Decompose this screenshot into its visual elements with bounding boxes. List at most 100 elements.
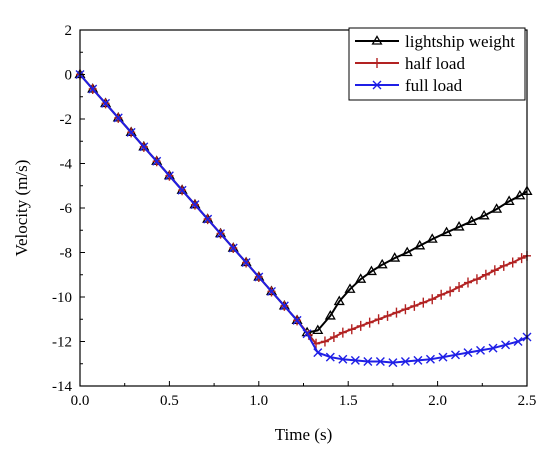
data-point (177, 185, 187, 195)
data-point (333, 295, 345, 306)
data-point (376, 258, 388, 269)
data-point (355, 273, 367, 283)
data-point (450, 350, 460, 360)
x-tick-label: 2.0 (428, 393, 447, 409)
y-axis-label: Velocity (m/s) (12, 160, 31, 257)
data-point (501, 340, 511, 350)
data-point (374, 314, 383, 325)
series-line (79, 73, 528, 345)
data-point (419, 297, 428, 308)
data-point (472, 274, 481, 285)
data-point (428, 294, 437, 305)
x-tick-label: 0.5 (160, 393, 179, 409)
y-tick-label: 0 (65, 68, 73, 84)
data-point (414, 239, 426, 250)
series-lightship-weight (74, 68, 533, 337)
data-point (463, 277, 472, 288)
x-tick-label: 0.0 (71, 393, 90, 409)
data-point (476, 345, 486, 355)
data-point (488, 343, 498, 353)
data-point (517, 253, 526, 264)
data-point (481, 269, 490, 280)
data-point (254, 272, 264, 282)
data-point (372, 80, 382, 90)
data-point (312, 324, 324, 335)
x-axis-label: Time (s) (275, 425, 332, 444)
data-point (302, 329, 312, 339)
legend-label: lightship weight (405, 32, 515, 51)
data-point (356, 320, 365, 331)
data-point (413, 355, 423, 365)
data-point (410, 300, 419, 311)
data-point (437, 289, 446, 300)
data-point (365, 317, 374, 328)
data-point (292, 315, 302, 325)
data-point (267, 286, 276, 296)
x-tick-label: 2.5 (518, 393, 537, 409)
data-point (350, 355, 360, 365)
data-point (401, 246, 413, 257)
legend-label: half load (405, 54, 465, 73)
data-point (466, 215, 478, 225)
data-point (453, 221, 465, 231)
data-point (113, 113, 123, 123)
data-point (463, 348, 473, 358)
data-point (371, 35, 383, 45)
data-point (491, 203, 503, 213)
legend-item: lightship weight (355, 32, 515, 51)
data-point (383, 310, 392, 321)
y-tick-label: -4 (60, 157, 73, 173)
data-point (347, 324, 356, 335)
series-full-load (75, 70, 532, 368)
data-point (441, 226, 453, 237)
data-point (446, 286, 455, 297)
data-point (324, 310, 336, 320)
data-point (392, 307, 401, 318)
data-point (503, 195, 515, 205)
data-point (373, 58, 381, 68)
x-tick-label: 1.5 (339, 393, 358, 409)
data-point (490, 265, 499, 276)
data-point (401, 304, 410, 315)
y-tick-label: -6 (60, 201, 73, 217)
data-point (320, 336, 329, 347)
y-tick-label: -2 (60, 112, 73, 128)
data-point (190, 200, 200, 210)
data-point (338, 327, 347, 338)
data-point (508, 257, 517, 268)
data-point (400, 357, 410, 367)
data-point (203, 214, 213, 224)
data-point (88, 84, 98, 94)
data-point (455, 281, 464, 292)
series-layer (74, 68, 533, 368)
legend-item: full load (355, 76, 463, 95)
data-point (228, 243, 238, 253)
series-half-load (76, 69, 531, 349)
y-tick-label: -10 (52, 290, 72, 306)
data-point (438, 352, 448, 362)
data-point (241, 258, 251, 268)
series-line (79, 73, 528, 364)
data-point (499, 260, 508, 271)
legend: lightship weight half load full load (348, 27, 526, 101)
data-point (152, 156, 162, 166)
data-point (365, 265, 377, 276)
x-tick-label: 1.0 (249, 393, 268, 409)
data-point (513, 337, 523, 346)
data-point (344, 283, 356, 293)
data-point (478, 209, 490, 220)
data-point (338, 354, 348, 364)
y-tick-label: 2 (65, 23, 73, 39)
data-point (126, 127, 136, 137)
data-point (426, 233, 438, 243)
legend-item: half load (355, 54, 465, 73)
data-point (375, 357, 385, 367)
data-point (101, 98, 111, 108)
data-point (389, 252, 401, 262)
data-point (329, 332, 338, 343)
legend-label: full load (405, 76, 463, 95)
data-point (313, 348, 323, 358)
data-point (363, 357, 373, 367)
data-point (325, 352, 335, 362)
